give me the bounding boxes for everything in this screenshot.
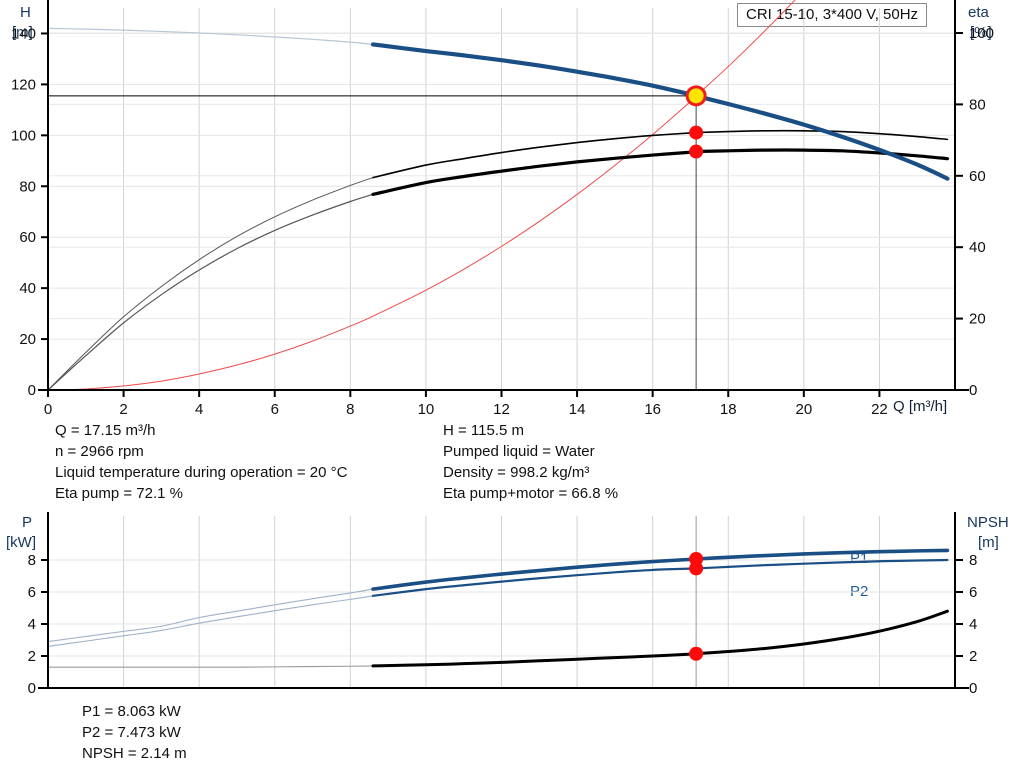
power-p1: P1 = 8.063 kW — [82, 703, 181, 720]
q-tick-label: 10 — [418, 401, 435, 418]
h-axis-unit: [m] — [12, 24, 33, 41]
p-tick-label: 4 — [28, 616, 36, 633]
eta-pump-motor-curve-light-segment — [47, 193, 374, 391]
duty-n: n = 2966 rpm — [55, 443, 144, 460]
duty-q: Q = 17.15 m³/h — [55, 422, 156, 439]
system-curve-segment — [47, 0, 796, 391]
npsh-tick-label: 0 — [969, 680, 977, 697]
npsh-tick-label: 4 — [969, 616, 977, 633]
npsh-tick-label: 6 — [969, 584, 977, 601]
eta-axis-title: eta — [968, 4, 989, 21]
power-npsh: NPSH = 2.14 m — [82, 745, 187, 762]
q-axis-label: Q [m³/h] — [893, 398, 948, 415]
p1-curve-light-segment — [47, 588, 374, 643]
npsh-tick-label: 8 — [969, 552, 977, 569]
p-axis-title: P — [22, 514, 33, 531]
h-tick-label: 60 — [19, 229, 36, 246]
head-efficiency-chart: H [m] eta [%] Q [m³/h] 0 20 40 60 80 100 120 14… — [11, 0, 994, 418]
q-tick-label: 4 — [195, 401, 203, 418]
p-tick-label: 6 — [28, 584, 36, 601]
duty-density: Density = 998.2 kg/m³ — [443, 464, 590, 481]
npsh-tick-label: 2 — [969, 648, 977, 665]
npsh-duty-marker — [689, 646, 704, 661]
p-tick-label: 8 — [28, 552, 36, 569]
eta-tick-label: 60 — [969, 168, 986, 185]
h-tick-label: 120 — [11, 76, 36, 93]
q-tick-label: 8 — [346, 401, 354, 418]
h-tick-label: 0 — [28, 382, 36, 399]
q-tick-label: 12 — [493, 401, 510, 418]
p2-duty-marker — [689, 561, 704, 576]
duty-liquid: Pumped liquid = Water — [443, 443, 595, 460]
duty-eta-pump-motor: Eta pump+motor = 66.8 % — [443, 485, 619, 502]
q-tick-label: 0 — [44, 401, 52, 418]
h-tick-label: 20 — [19, 331, 36, 348]
eta-pump-curve-light-segment — [47, 177, 374, 391]
q-tick-label: 18 — [720, 401, 737, 418]
q-tick-label: 6 — [271, 401, 279, 418]
duty-temp: Liquid temperature during operation = 20… — [55, 464, 348, 481]
eta-tick-label: 80 — [969, 96, 986, 113]
h-axis-title: H — [20, 4, 31, 21]
eta-tick-label: 40 — [969, 239, 986, 256]
eta-pump-motor-curve-segment — [371, 148, 950, 196]
q-tick-label: 16 — [644, 401, 661, 418]
h-tick-label: 80 — [19, 178, 36, 195]
eta-tick-label: 100 — [969, 25, 994, 42]
p-tick-label: 2 — [28, 648, 36, 665]
eta-tick-label: 20 — [969, 311, 986, 328]
duty-info-left: Q = 17.15 m³/h n = 2966 rpm Liquid tempe… — [55, 420, 347, 504]
npsh-curve-light-segment — [47, 665, 374, 668]
npsh-axis-title: NPSH — [967, 514, 1009, 531]
npsh-axis-unit: [m] — [978, 534, 999, 551]
pump-model-title: CRI 15-10, 3*400 V, 50Hz — [737, 3, 928, 27]
head-efficiency-plot: 0 20 40 60 80 100 120 140 0 20 40 60 80 100 0 2 4 6 8 10 12 1… — [11, 0, 994, 418]
duty-eta-pump: Eta pump = 72.1 % — [55, 485, 183, 502]
npsh-curve-segment — [371, 609, 949, 668]
power-npsh-plot: 0 2 4 6 8 0 2 4 6 8 — [28, 512, 977, 697]
head-curve-light-segment — [47, 27, 374, 46]
power-p2: P2 = 7.473 kW — [82, 724, 181, 741]
power-info: P1 = 8.063 kW P2 = 7.473 kW NPSH = 2.14 … — [82, 701, 187, 764]
q-tick-label: 22 — [871, 401, 888, 418]
eta-pump-motor-duty-marker — [689, 144, 704, 159]
duty-point-marker — [685, 85, 707, 107]
eta-axis-unit: [%] — [970, 24, 992, 41]
duty-h: H = 115.5 m — [443, 422, 525, 439]
p-axis-unit: [kW] — [6, 534, 36, 551]
q-tick-label: 2 — [119, 401, 127, 418]
eta-tick-label: 0 — [969, 382, 977, 399]
h-tick-label: 100 — [11, 127, 36, 144]
q-tick-label: 14 — [569, 401, 586, 418]
q-tick-label: 20 — [795, 401, 812, 418]
h-tick-label: 40 — [19, 280, 36, 297]
duty-info-right: H = 115.5 m Pumped liquid = Water Densit… — [443, 420, 618, 504]
p-tick-label: 0 — [28, 680, 36, 697]
p2-curve-light-segment — [47, 595, 374, 647]
h-tick-label: 140 — [11, 25, 36, 42]
eta-pump-duty-marker — [689, 125, 704, 140]
head-curve-segment — [370, 42, 950, 181]
